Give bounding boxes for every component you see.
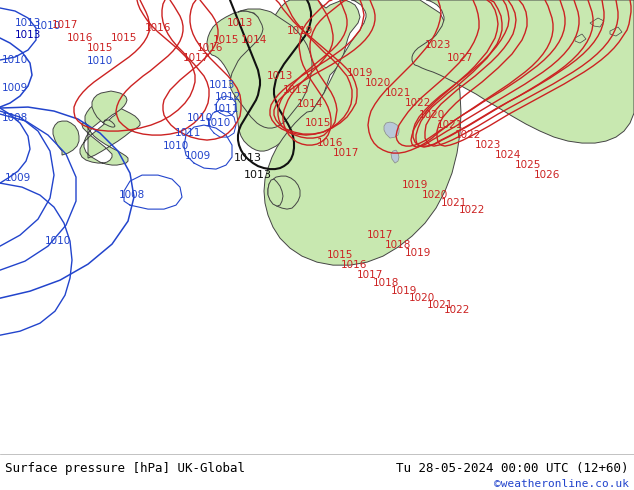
Text: 1017: 1017	[52, 20, 78, 30]
Text: Tu 28-05-2024 00:00 UTC (12+60): Tu 28-05-2024 00:00 UTC (12+60)	[396, 462, 629, 475]
Polygon shape	[53, 121, 79, 155]
Polygon shape	[268, 176, 300, 209]
Text: 1027: 1027	[447, 53, 473, 63]
Text: 1023: 1023	[425, 40, 451, 50]
Text: 1022: 1022	[405, 98, 431, 108]
Text: 1013: 1013	[227, 18, 253, 28]
Text: 1017: 1017	[333, 148, 359, 158]
Text: 1019: 1019	[287, 26, 313, 36]
Text: 1025: 1025	[515, 160, 541, 170]
Text: 1015: 1015	[87, 43, 113, 53]
Text: 1010: 1010	[87, 56, 113, 66]
Text: ©weatheronline.co.uk: ©weatheronline.co.uk	[494, 479, 629, 489]
Text: 1017: 1017	[357, 270, 383, 280]
Text: 1019: 1019	[347, 68, 373, 78]
Text: 1019: 1019	[405, 248, 431, 258]
Text: 1010: 1010	[205, 118, 231, 128]
Text: 1020: 1020	[422, 190, 448, 200]
Text: 1020: 1020	[419, 110, 445, 120]
Polygon shape	[80, 104, 140, 165]
Text: 1009: 1009	[2, 83, 28, 93]
Text: 1018: 1018	[373, 278, 399, 288]
Polygon shape	[207, 0, 360, 151]
Text: 1010: 1010	[163, 141, 189, 151]
Polygon shape	[590, 18, 604, 27]
Text: 1013: 1013	[209, 80, 235, 90]
Text: 1017: 1017	[367, 230, 393, 240]
Text: 1020: 1020	[409, 293, 435, 303]
Polygon shape	[230, 9, 312, 128]
Text: 1015: 1015	[327, 250, 353, 260]
Text: 1015: 1015	[111, 33, 137, 43]
Polygon shape	[384, 122, 399, 138]
Text: 1021: 1021	[385, 88, 411, 98]
Text: 1013: 1013	[244, 170, 272, 180]
Text: 1008: 1008	[119, 190, 145, 200]
Text: 1010: 1010	[35, 21, 61, 31]
Polygon shape	[575, 34, 586, 43]
Polygon shape	[264, 0, 461, 265]
Text: 1014: 1014	[297, 99, 323, 109]
Text: 1017: 1017	[183, 53, 209, 63]
Text: 1011: 1011	[213, 104, 239, 114]
Text: 1015: 1015	[213, 35, 239, 45]
Text: 1013: 1013	[267, 71, 293, 81]
Text: 1010: 1010	[2, 55, 28, 65]
Text: 1010: 1010	[45, 236, 71, 246]
Text: 1013: 1013	[283, 85, 309, 95]
Text: 1019: 1019	[402, 180, 428, 190]
Text: 1010: 1010	[187, 113, 213, 123]
Text: 1008: 1008	[2, 113, 28, 123]
Text: 1016: 1016	[197, 43, 223, 53]
Text: 1022: 1022	[459, 205, 485, 215]
Text: 1024: 1024	[495, 150, 521, 160]
Text: 1021: 1021	[427, 300, 453, 310]
Text: 1016: 1016	[317, 138, 343, 148]
Text: 1019: 1019	[391, 286, 417, 296]
Text: 1016: 1016	[67, 33, 93, 43]
Text: 1020: 1020	[365, 78, 391, 88]
Polygon shape	[610, 27, 622, 36]
Text: 1022: 1022	[455, 130, 481, 140]
Text: 1009: 1009	[185, 151, 211, 161]
Text: 1013: 1013	[15, 30, 41, 40]
Text: 1022: 1022	[444, 305, 470, 315]
Polygon shape	[92, 91, 127, 127]
Text: 1013: 1013	[15, 18, 41, 28]
Text: 1011: 1011	[175, 128, 201, 138]
Text: 1023: 1023	[475, 140, 501, 150]
Text: 1018: 1018	[385, 240, 411, 250]
Text: 1013: 1013	[234, 153, 262, 163]
Text: 1009: 1009	[5, 173, 31, 183]
Text: 1016: 1016	[341, 260, 367, 270]
Text: 1016: 1016	[145, 23, 171, 33]
Polygon shape	[268, 179, 283, 206]
Text: 1015: 1015	[305, 118, 331, 128]
Polygon shape	[391, 150, 399, 163]
Text: 1026: 1026	[534, 170, 560, 180]
Polygon shape	[412, 0, 634, 143]
Text: 1021: 1021	[441, 198, 467, 208]
Text: 1014: 1014	[241, 35, 267, 45]
Text: 1012: 1012	[215, 92, 241, 102]
Text: 1021: 1021	[437, 120, 463, 130]
Text: Surface pressure [hPa] UK-Global: Surface pressure [hPa] UK-Global	[5, 462, 245, 475]
